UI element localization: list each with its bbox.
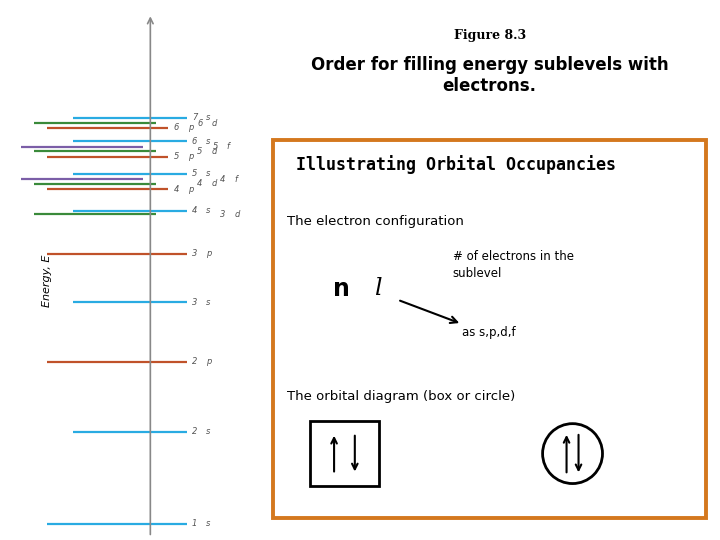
- Text: 6: 6: [192, 137, 197, 146]
- Text: 6: 6: [197, 119, 202, 127]
- Text: 4: 4: [192, 206, 197, 215]
- Text: d: d: [235, 210, 240, 219]
- Text: 1: 1: [192, 519, 197, 528]
- Text: p: p: [188, 124, 193, 132]
- Text: as s,p,d,f: as s,p,d,f: [462, 326, 516, 339]
- Text: p: p: [188, 152, 193, 161]
- Text: Figure 8.3: Figure 8.3: [454, 29, 526, 42]
- Text: f: f: [227, 143, 230, 151]
- Text: d: d: [211, 179, 217, 188]
- Text: 5: 5: [192, 170, 197, 178]
- Ellipse shape: [543, 424, 603, 483]
- Text: p: p: [206, 357, 212, 366]
- Text: 6: 6: [174, 124, 179, 132]
- Text: Energy, E: Energy, E: [42, 255, 52, 307]
- Text: n: n: [333, 277, 350, 301]
- Bar: [310, 421, 379, 486]
- Text: s: s: [206, 519, 210, 528]
- Text: 2: 2: [192, 357, 197, 366]
- Text: 7: 7: [192, 113, 197, 122]
- Text: The orbital diagram (box or circle): The orbital diagram (box or circle): [287, 390, 515, 403]
- Text: 2: 2: [192, 428, 197, 436]
- Text: s: s: [206, 170, 210, 178]
- Text: 3: 3: [220, 210, 225, 219]
- Text: s: s: [206, 113, 210, 122]
- Text: 5: 5: [212, 143, 218, 151]
- Text: 4: 4: [197, 179, 202, 188]
- Text: Order for filling energy sublevels with
electrons.: Order for filling energy sublevels with …: [311, 56, 668, 95]
- Text: s: s: [206, 428, 210, 436]
- Text: p: p: [188, 185, 193, 193]
- Text: # of electrons in the
sublevel: # of electrons in the sublevel: [453, 249, 574, 280]
- Text: s: s: [206, 206, 210, 215]
- Text: s: s: [206, 137, 210, 146]
- Text: d: d: [211, 147, 217, 156]
- Text: The electron configuration: The electron configuration: [287, 215, 464, 228]
- Text: l: l: [374, 278, 382, 300]
- Text: s: s: [206, 298, 210, 307]
- Text: 5: 5: [197, 147, 202, 156]
- Text: 4: 4: [220, 175, 225, 184]
- Text: Illustrating Orbital Occupancies: Illustrating Orbital Occupancies: [296, 155, 616, 174]
- Text: d: d: [211, 119, 217, 127]
- Bar: [273, 140, 706, 518]
- Text: p: p: [206, 249, 212, 258]
- Text: 4: 4: [174, 185, 179, 193]
- Text: 3: 3: [192, 249, 197, 258]
- Text: 5: 5: [174, 152, 179, 161]
- Text: 3: 3: [192, 298, 197, 307]
- Text: f: f: [235, 175, 238, 184]
